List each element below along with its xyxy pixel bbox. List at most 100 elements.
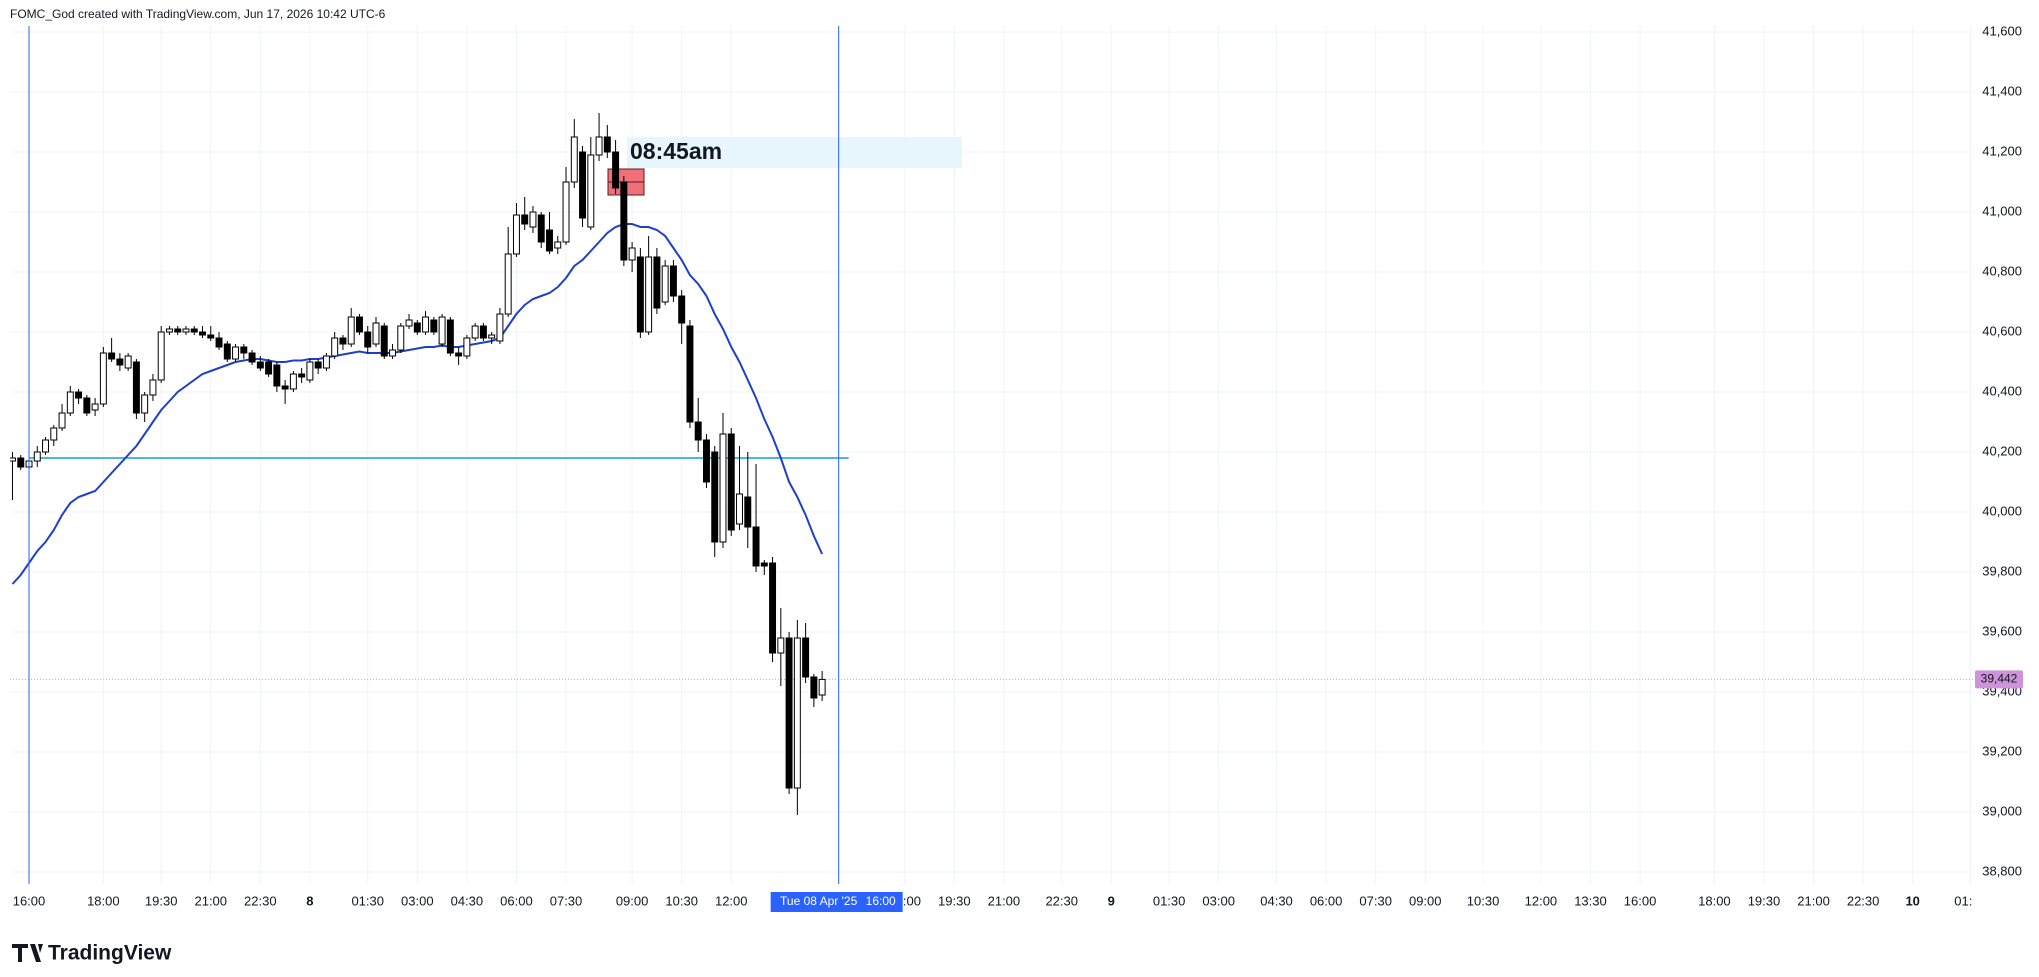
y-tick-label: 39,200 bbox=[1982, 743, 2022, 758]
y-tick-label: 40,400 bbox=[1982, 383, 2022, 398]
x-tick-label: 22:30 bbox=[244, 893, 277, 908]
x-tick-label: 07:30 bbox=[1359, 893, 1392, 908]
x-tick-label: 06:00 bbox=[500, 893, 533, 908]
last-price-label-bg bbox=[1975, 670, 2023, 689]
candle-body bbox=[339, 337, 347, 345]
x-tick-label: 03:00 bbox=[1202, 893, 1235, 908]
x-tick-label: 12:00 bbox=[1525, 893, 1558, 908]
candle-body bbox=[653, 256, 661, 309]
crosshair-date: Tue 08 Apr '25 bbox=[780, 894, 858, 908]
candle-body bbox=[75, 391, 83, 399]
x-tick-label: 04:30 bbox=[1260, 893, 1293, 908]
y-tick-label: 40,200 bbox=[1982, 443, 2022, 458]
candle-body bbox=[132, 361, 140, 414]
candle-body bbox=[760, 562, 768, 567]
candle-body bbox=[199, 331, 206, 336]
candle-body bbox=[256, 361, 264, 369]
x-tick-label: 9 bbox=[1108, 893, 1115, 908]
candle-body bbox=[537, 214, 545, 243]
x-tick-label: 06:00 bbox=[1310, 893, 1343, 908]
candle-body bbox=[66, 391, 74, 414]
y-tick-label: 39,600 bbox=[1982, 623, 2022, 638]
annotation-box bbox=[627, 137, 962, 168]
x-tick-label: 19:30 bbox=[938, 893, 971, 908]
candle-body bbox=[661, 265, 669, 303]
candle-body bbox=[207, 334, 215, 339]
candle-body bbox=[504, 253, 512, 315]
x-tick-label: 19:30 bbox=[1748, 893, 1781, 908]
candle-body bbox=[215, 337, 223, 348]
candle-body bbox=[322, 355, 330, 369]
candle-body bbox=[157, 331, 165, 381]
candle-body bbox=[50, 427, 58, 441]
candle-body bbox=[686, 325, 694, 423]
candle-body bbox=[744, 496, 752, 528]
candle-body bbox=[603, 136, 611, 153]
candle-body bbox=[232, 346, 240, 360]
x-tick-label: 07:30 bbox=[550, 893, 583, 908]
plot: 08:45am bbox=[10, 113, 1973, 815]
candle-body bbox=[182, 328, 190, 333]
x-tick-label: 12:00 bbox=[715, 893, 748, 908]
y-tick-label: 39,800 bbox=[1982, 563, 2022, 578]
candle-body bbox=[314, 361, 322, 369]
header-text: FOMC_God created with TradingView.com, J… bbox=[10, 7, 386, 21]
candle-body bbox=[273, 364, 281, 387]
candle-body bbox=[306, 361, 314, 381]
footer-logo: TradingView bbox=[12, 942, 172, 965]
grid bbox=[10, 26, 1973, 884]
x-tick-label: 10 bbox=[1905, 893, 1919, 908]
crosshair-label-bg bbox=[770, 892, 903, 912]
x-tick-label: 09:00 bbox=[616, 893, 649, 908]
candle-body bbox=[810, 676, 818, 699]
candle-body bbox=[446, 319, 454, 354]
x-tick-label: 16:00 bbox=[13, 893, 46, 908]
x-tick-label: 8 bbox=[306, 893, 313, 908]
candle-body bbox=[124, 355, 132, 369]
candle-body bbox=[141, 394, 149, 414]
x-tick-label: 21:00 bbox=[988, 893, 1021, 908]
candle-body bbox=[331, 337, 339, 357]
candle-body bbox=[99, 352, 107, 405]
x-tick-label: 10:30 bbox=[665, 893, 698, 908]
crosshair-time: 16:00 bbox=[866, 894, 896, 908]
candle-body bbox=[91, 403, 99, 411]
candle-body bbox=[702, 439, 710, 483]
x-tick-label: 16:00 bbox=[1624, 893, 1657, 908]
candle-body bbox=[752, 526, 760, 567]
candle-body bbox=[727, 433, 735, 531]
candle-body bbox=[116, 358, 124, 366]
candle-body bbox=[281, 385, 289, 390]
candle-body bbox=[17, 457, 25, 468]
candle-body bbox=[413, 322, 421, 333]
candle-body bbox=[793, 637, 801, 789]
y-tick-label: 39,000 bbox=[1982, 803, 2022, 818]
x-tick-label: 04:30 bbox=[451, 893, 484, 908]
x-tick-label: 21:00 bbox=[1797, 893, 1830, 908]
brand: TradingView bbox=[48, 942, 172, 965]
candle-body bbox=[422, 316, 430, 333]
x-tick-label: 10:30 bbox=[1467, 893, 1500, 908]
candle-body bbox=[298, 373, 306, 378]
candle-body bbox=[380, 325, 388, 357]
x-tick-label: 18:00 bbox=[1698, 893, 1731, 908]
x-tick-label: 01:30 bbox=[1954, 893, 1987, 908]
candle-body bbox=[512, 214, 520, 255]
y-tick-label: 41,400 bbox=[1982, 83, 2022, 98]
candle-body bbox=[248, 352, 256, 363]
candle-body bbox=[769, 562, 777, 654]
y-tick-label: 40,000 bbox=[1982, 503, 2022, 518]
candle-body bbox=[165, 328, 173, 333]
candle-body bbox=[546, 229, 553, 252]
candle-body bbox=[554, 241, 562, 249]
candle-body bbox=[488, 334, 496, 339]
candle-body bbox=[438, 316, 446, 345]
x-tick-label: 22:30 bbox=[1847, 893, 1880, 908]
x-tick-label: 18:00 bbox=[87, 893, 120, 908]
candle-body bbox=[190, 328, 198, 333]
candle-body bbox=[174, 328, 182, 333]
y-tick-label: 40,600 bbox=[1982, 323, 2022, 338]
candle-body bbox=[719, 433, 727, 543]
